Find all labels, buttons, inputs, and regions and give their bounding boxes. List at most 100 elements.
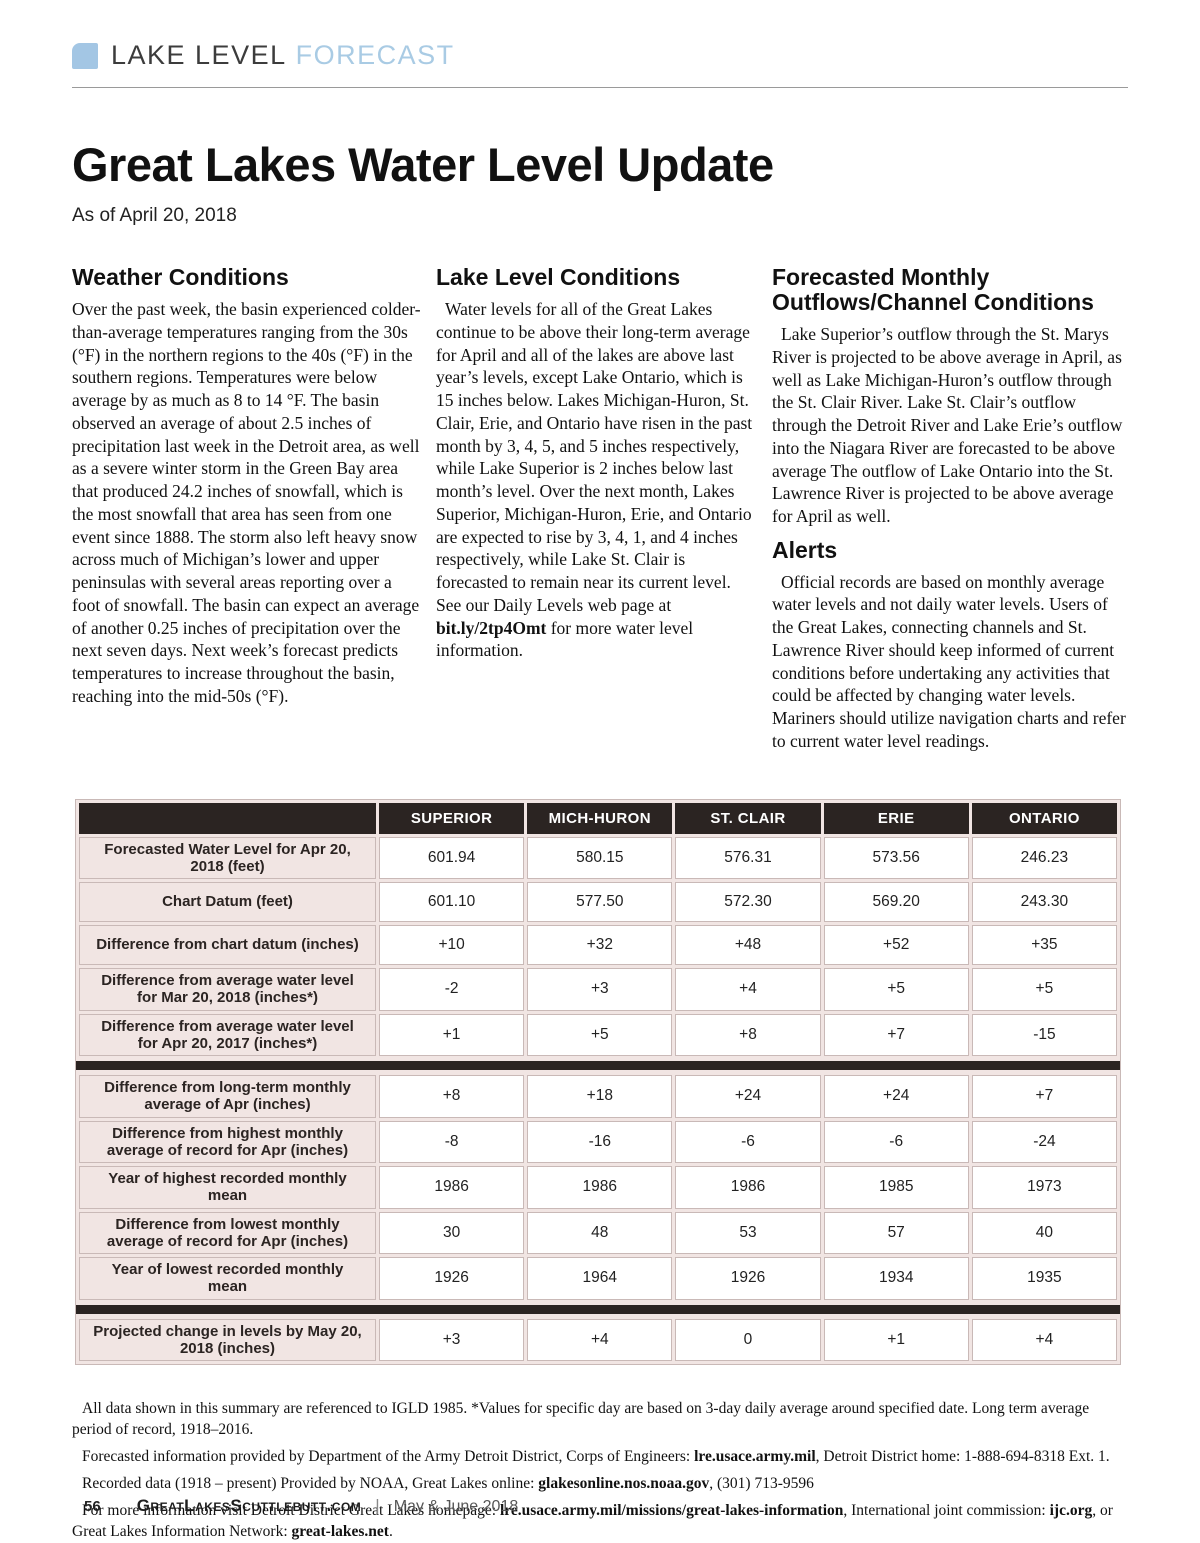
table-value-cell: +4 bbox=[675, 968, 821, 1011]
table-row-label: Difference from long-term monthly averag… bbox=[79, 1075, 376, 1118]
three-column-body: Weather Conditions Over the past week, t… bbox=[72, 265, 1128, 752]
table-value-cell: +1 bbox=[823, 1318, 969, 1362]
lake-level-paragraph: Water levels for all of the Great Lakes … bbox=[436, 298, 758, 662]
table-value-cell: 40 bbox=[971, 1211, 1117, 1255]
alerts-paragraph: Official records are based on monthly av… bbox=[772, 571, 1128, 753]
table-value-cell: -6 bbox=[823, 1120, 969, 1164]
blue-square-icon bbox=[72, 42, 98, 69]
table-row-label: Difference from average water level for … bbox=[79, 1013, 376, 1057]
lake-level-column: Lake Level Conditions Water levels for a… bbox=[436, 265, 758, 752]
table-value-cell: +3 bbox=[527, 968, 673, 1011]
table-row-label: Year of highest recorded monthly mean bbox=[79, 1166, 376, 1209]
section-label-main: LAKE LEVEL bbox=[111, 40, 287, 70]
table-value-cell: +5 bbox=[527, 1013, 673, 1057]
section-kicker: LAKE LEVEL FORECAST bbox=[72, 40, 1128, 71]
table-value-cell: +5 bbox=[971, 968, 1117, 1011]
table-value-cell: +24 bbox=[675, 1075, 821, 1118]
text-segment: Forecasted information provided by Depar… bbox=[82, 1447, 695, 1465]
table-row-label: Forecasted Water Level for Apr 20, 2018 … bbox=[79, 836, 376, 880]
table-value-cell: +24 bbox=[823, 1075, 969, 1118]
table-value-cell: 246.23 bbox=[971, 836, 1117, 880]
inline-link-text[interactable]: bit.ly/2tp4Omt bbox=[436, 617, 547, 638]
inline-link-text[interactable]: lre.usace.army.mil bbox=[694, 1447, 816, 1465]
table-value-cell: -6 bbox=[675, 1120, 821, 1164]
table-value-cell: 30 bbox=[379, 1211, 525, 1255]
table-value-cell: +7 bbox=[823, 1013, 969, 1057]
table-section-divider bbox=[76, 1061, 1120, 1071]
footnote-line: Forecasted information provided by Depar… bbox=[72, 1447, 1128, 1468]
alerts-heading: Alerts bbox=[772, 536, 838, 563]
table-value-cell: +1 bbox=[379, 1013, 525, 1057]
table-row-label: Difference from highest monthly average … bbox=[79, 1120, 376, 1164]
table-value-cell: 569.20 bbox=[823, 882, 969, 923]
table-value-cell: +7 bbox=[971, 1075, 1117, 1118]
text-segment: for more water level information. bbox=[436, 617, 694, 661]
table-column-header: ERIE bbox=[823, 802, 969, 834]
text-segment: , (301) 713-9596 bbox=[709, 1474, 814, 1492]
table-column-header: ST. CLAIR bbox=[675, 802, 821, 834]
table-value-cell: +10 bbox=[379, 925, 525, 966]
text-segment: Official records are based on monthly av… bbox=[772, 571, 1126, 751]
table-value-cell: -24 bbox=[971, 1120, 1117, 1164]
inline-link-text[interactable]: glakesonline.nos.noaa.gov bbox=[538, 1474, 710, 1492]
table-value-cell: +8 bbox=[675, 1013, 821, 1057]
table-value-cell: 1986 bbox=[527, 1166, 673, 1209]
inline-link-text[interactable]: great-lakes.net bbox=[291, 1522, 389, 1540]
table-corner-cell bbox=[79, 802, 376, 834]
table-value-cell: +8 bbox=[379, 1075, 525, 1118]
table-value-cell: -16 bbox=[527, 1120, 673, 1164]
table-row-label: Chart Datum (feet) bbox=[79, 882, 376, 923]
table-row-label: Difference from average water level for … bbox=[79, 968, 376, 1011]
table-value-cell: 243.30 bbox=[971, 882, 1117, 923]
text-segment: . bbox=[388, 1522, 393, 1540]
table-value-cell: +18 bbox=[527, 1075, 673, 1118]
table-value-cell: +4 bbox=[971, 1318, 1117, 1362]
table-value-cell: 48 bbox=[527, 1211, 673, 1255]
weather-heading: Weather Conditions bbox=[72, 264, 289, 291]
text-segment: Recorded data (1918 – present) Provided … bbox=[82, 1474, 539, 1492]
table-value-cell: +35 bbox=[971, 925, 1117, 966]
table-value-cell: 1973 bbox=[971, 1166, 1117, 1209]
water-level-table: SUPERIOR MICH-HURON ST. CLAIR ERIE ONTARIO Fo… bbox=[75, 798, 1121, 1366]
text-segment: Water levels for all of the Great Lakes … bbox=[436, 299, 753, 615]
weather-paragraph: Over the past week, the basin experience… bbox=[72, 298, 422, 708]
inline-link-text[interactable]: ijc.org bbox=[1049, 1501, 1093, 1519]
text-segment: Lake Superior’s outflow through the St. … bbox=[772, 324, 1123, 526]
table-value-cell: 0 bbox=[675, 1318, 821, 1362]
weather-column: Weather Conditions Over the past week, t… bbox=[72, 265, 422, 752]
table-row-label: Difference from chart datum (inches) bbox=[79, 925, 376, 966]
header-divider bbox=[72, 87, 1128, 88]
text-segment: , Detroit District home: 1-888-694-8318 … bbox=[815, 1447, 1110, 1465]
footnotes: All data shown in this summary are refer… bbox=[72, 1399, 1128, 1543]
text-segment: All data shown in this summary are refer… bbox=[72, 1400, 1090, 1438]
text-segment: , International joint commission: bbox=[843, 1501, 1050, 1519]
table-value-cell: +32 bbox=[527, 925, 673, 966]
table-value-cell: +3 bbox=[379, 1318, 525, 1362]
table-value-cell: 601.10 bbox=[379, 882, 525, 923]
table-column-header: MICH-HURON bbox=[527, 802, 673, 834]
table-value-cell: 53 bbox=[675, 1211, 821, 1255]
footer-divider: | bbox=[375, 1496, 380, 1515]
outflows-heading: Forecasted Monthly Outflows/Channel Cond… bbox=[772, 264, 1094, 316]
table-value-cell: 573.56 bbox=[823, 836, 969, 880]
footnote-line: Recorded data (1918 – present) Provided … bbox=[72, 1474, 1128, 1495]
section-label: LAKE LEVEL FORECAST bbox=[111, 40, 455, 71]
table-value-cell: 1926 bbox=[379, 1257, 525, 1300]
table-value-cell: 580.15 bbox=[527, 836, 673, 880]
table-value-cell: -8 bbox=[379, 1120, 525, 1164]
as-of-date: As of April 20, 2018 bbox=[72, 205, 237, 227]
table-value-cell: +5 bbox=[823, 968, 969, 1011]
text-segment: Over the past week, the basin experience… bbox=[72, 299, 421, 706]
section-label-accent: FORECAST bbox=[295, 40, 455, 70]
table-value-cell: 1986 bbox=[675, 1166, 821, 1209]
inline-link-text[interactable]: lre.usace.army.mil/missions/great-lakes-… bbox=[499, 1501, 844, 1519]
table-value-cell: 572.30 bbox=[675, 882, 821, 923]
lake-level-heading: Lake Level Conditions bbox=[436, 264, 681, 291]
text-segment: For more information visit Detroit Distr… bbox=[82, 1501, 500, 1519]
table-value-cell: 576.31 bbox=[675, 836, 821, 880]
table-row-label: Difference from lowest monthly average o… bbox=[79, 1211, 376, 1255]
table-row-label: Projected change in levels by May 20, 20… bbox=[79, 1318, 376, 1362]
outflows-column: Forecasted Monthly Outflows/Channel Cond… bbox=[772, 265, 1128, 752]
table-value-cell: 601.94 bbox=[379, 836, 525, 880]
table-value-cell: 577.50 bbox=[527, 882, 673, 923]
